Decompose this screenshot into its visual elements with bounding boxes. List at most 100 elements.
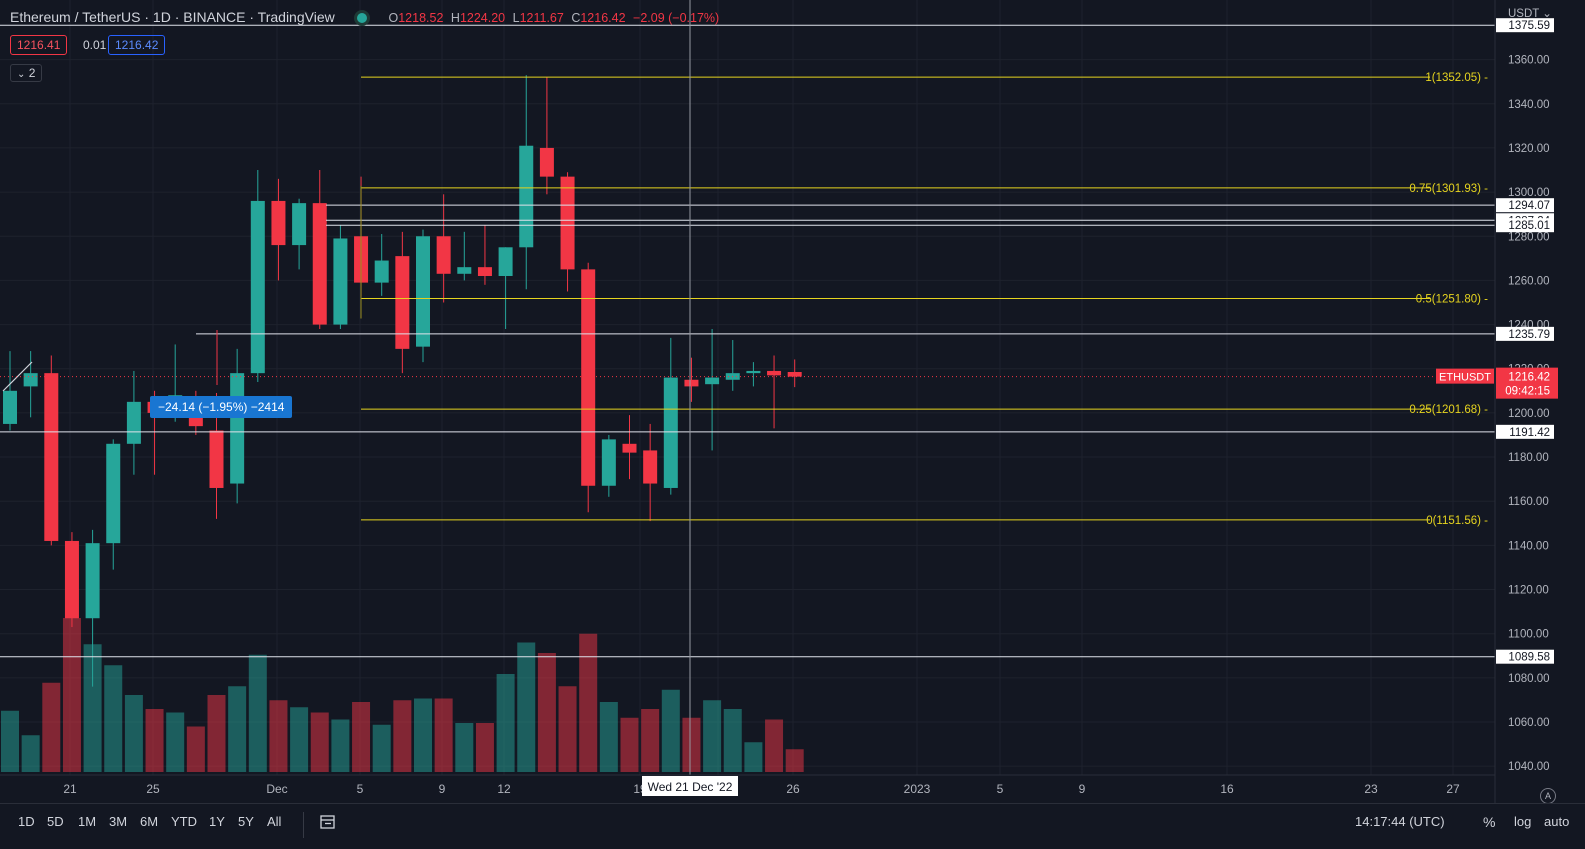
candle-body [23,373,38,387]
x-tick-label: 26 [786,782,800,796]
volume-bar [744,742,763,772]
candle-body [44,373,59,541]
x-tick-label: 5 [997,782,1004,796]
level-price-badge [1496,326,1554,341]
timeframe-5d[interactable]: 5D [47,814,64,829]
volume-bar [393,700,412,772]
timeframe-ytd[interactable]: YTD [171,814,197,829]
volume-bar [331,719,350,772]
percent-scale-button[interactable]: % [1483,814,1496,830]
volume-bar [703,700,722,772]
timeframe-3m[interactable]: 3M [109,814,128,829]
crosshair-date-badge [642,776,738,796]
chart-header: Ethereum / TetherUS · 1D · BINANCE · Tra… [10,9,719,25]
y-tick-label: 1040.00 [1508,761,1550,773]
candle-body [395,256,410,349]
currency-selector[interactable]: USDT ⌄ [1508,8,1552,20]
timeframe-1y[interactable]: 1Y [209,814,225,829]
market-status-icon [356,13,367,23]
change-value: −2.09 (−0.17%) [633,11,720,25]
candle-body [746,370,761,374]
volume-bar [496,674,515,772]
volume-bar [290,707,309,772]
timeframe-all[interactable]: All [267,814,282,829]
volume-bar [269,700,288,772]
current-price-label: 1216.42 [1508,372,1550,384]
volume-bar [228,686,247,772]
x-tick-label: 2023 [904,782,931,796]
indicator-count: 2 [28,66,36,80]
volume-bar [723,709,742,772]
price-chart[interactable]: 1(1352.05) - 0.75(1301.93) - 0.5(1251.80) … [0,0,1585,803]
volume-bar [124,695,143,772]
buy-price-button[interactable]: 1216.42 [108,35,166,55]
measure-label: −24.14 (−1.95%) −2414 [150,396,293,418]
volume-bar [599,702,618,772]
y-tick-label: 1160.00 [1508,496,1549,508]
open-value: 1218.52 [398,11,444,25]
low-value: 1211.67 [519,11,564,25]
countdown-label: 09:42:15 [1505,386,1550,398]
candle-body [85,543,100,619]
timeframe-1d[interactable]: 1D [18,814,35,829]
timeframe-5y[interactable]: 5Y [238,814,254,829]
crosshair-date-label: Wed 21 Dec '22 [648,780,733,794]
volume-bar [579,633,598,772]
candle-body [457,267,472,274]
volume-bar [145,709,164,772]
volume-bar [186,726,205,772]
level-price-label: 1285.01 [1508,220,1550,232]
current-price-badge [1496,367,1558,399]
level-price-label: 1089.58 [1508,652,1550,664]
high-value: 1224.20 [459,11,506,25]
fib-level-label: 1(1352.05) - [1425,72,1488,84]
fib-level-label: 0.25(1201.68) - [1409,404,1488,416]
volume-bar [352,702,371,772]
y-tick-label: 1200.00 [1508,408,1550,420]
auto-scale-button[interactable]: auto [1544,814,1570,829]
volume-bar [455,723,474,772]
indicators-collapse-button[interactable]: ⌄ 2 [10,64,43,82]
candle-body [416,236,430,347]
volume-bar [1,710,19,772]
x-tick-label: 9 [1079,782,1086,796]
close-value: 1216.42 [580,11,626,25]
y-tick-label: 1180.00 [1508,452,1549,464]
volume-bar [166,712,185,772]
symbol-label: ETHUSDT [1439,372,1491,384]
y-tick-label: 1140.00 [1508,540,1549,552]
volume-bar [83,644,102,772]
symbol-title[interactable]: Ethereum / TetherUS · 1D · BINANCE · Tra… [10,9,335,25]
candle-body [601,439,616,486]
volume-bar [434,698,453,772]
level-price-badge [1496,18,1554,33]
candle-body [663,377,678,488]
level-price-label: 1375.59 [1508,20,1550,32]
candle-body [622,443,637,453]
volume-bar [21,735,40,772]
trend-line [2,361,33,392]
sell-price-button[interactable]: 1216.41 [10,35,68,55]
volume-bar [517,642,536,772]
candle-body [271,200,286,246]
y-tick-label: 1060.00 [1508,717,1550,729]
candle-body [209,430,224,488]
candle-body [560,176,575,270]
autoscale-badge[interactable]: A [1540,788,1556,804]
candle-body [643,450,658,484]
fib-level-label: 0.75(1301.93) - [1409,183,1488,195]
volume-bar [310,712,329,772]
utc-clock[interactable]: 14:17:44 (UTC) [1355,814,1445,829]
candle-body [436,236,451,274]
timeframe-1m[interactable]: 1M [78,814,97,829]
timeframe-6m[interactable]: 6M [140,814,159,829]
log-scale-button[interactable]: log [1514,814,1532,829]
volume-bar [765,719,784,772]
candle-body [312,203,327,325]
candle-body [250,200,265,374]
volume-bar [42,682,61,772]
x-tick-label: 16 [1220,782,1234,796]
calendar-goto-icon[interactable] [318,812,338,832]
candle-body [333,238,348,325]
y-tick-label: 1260.00 [1508,275,1550,287]
